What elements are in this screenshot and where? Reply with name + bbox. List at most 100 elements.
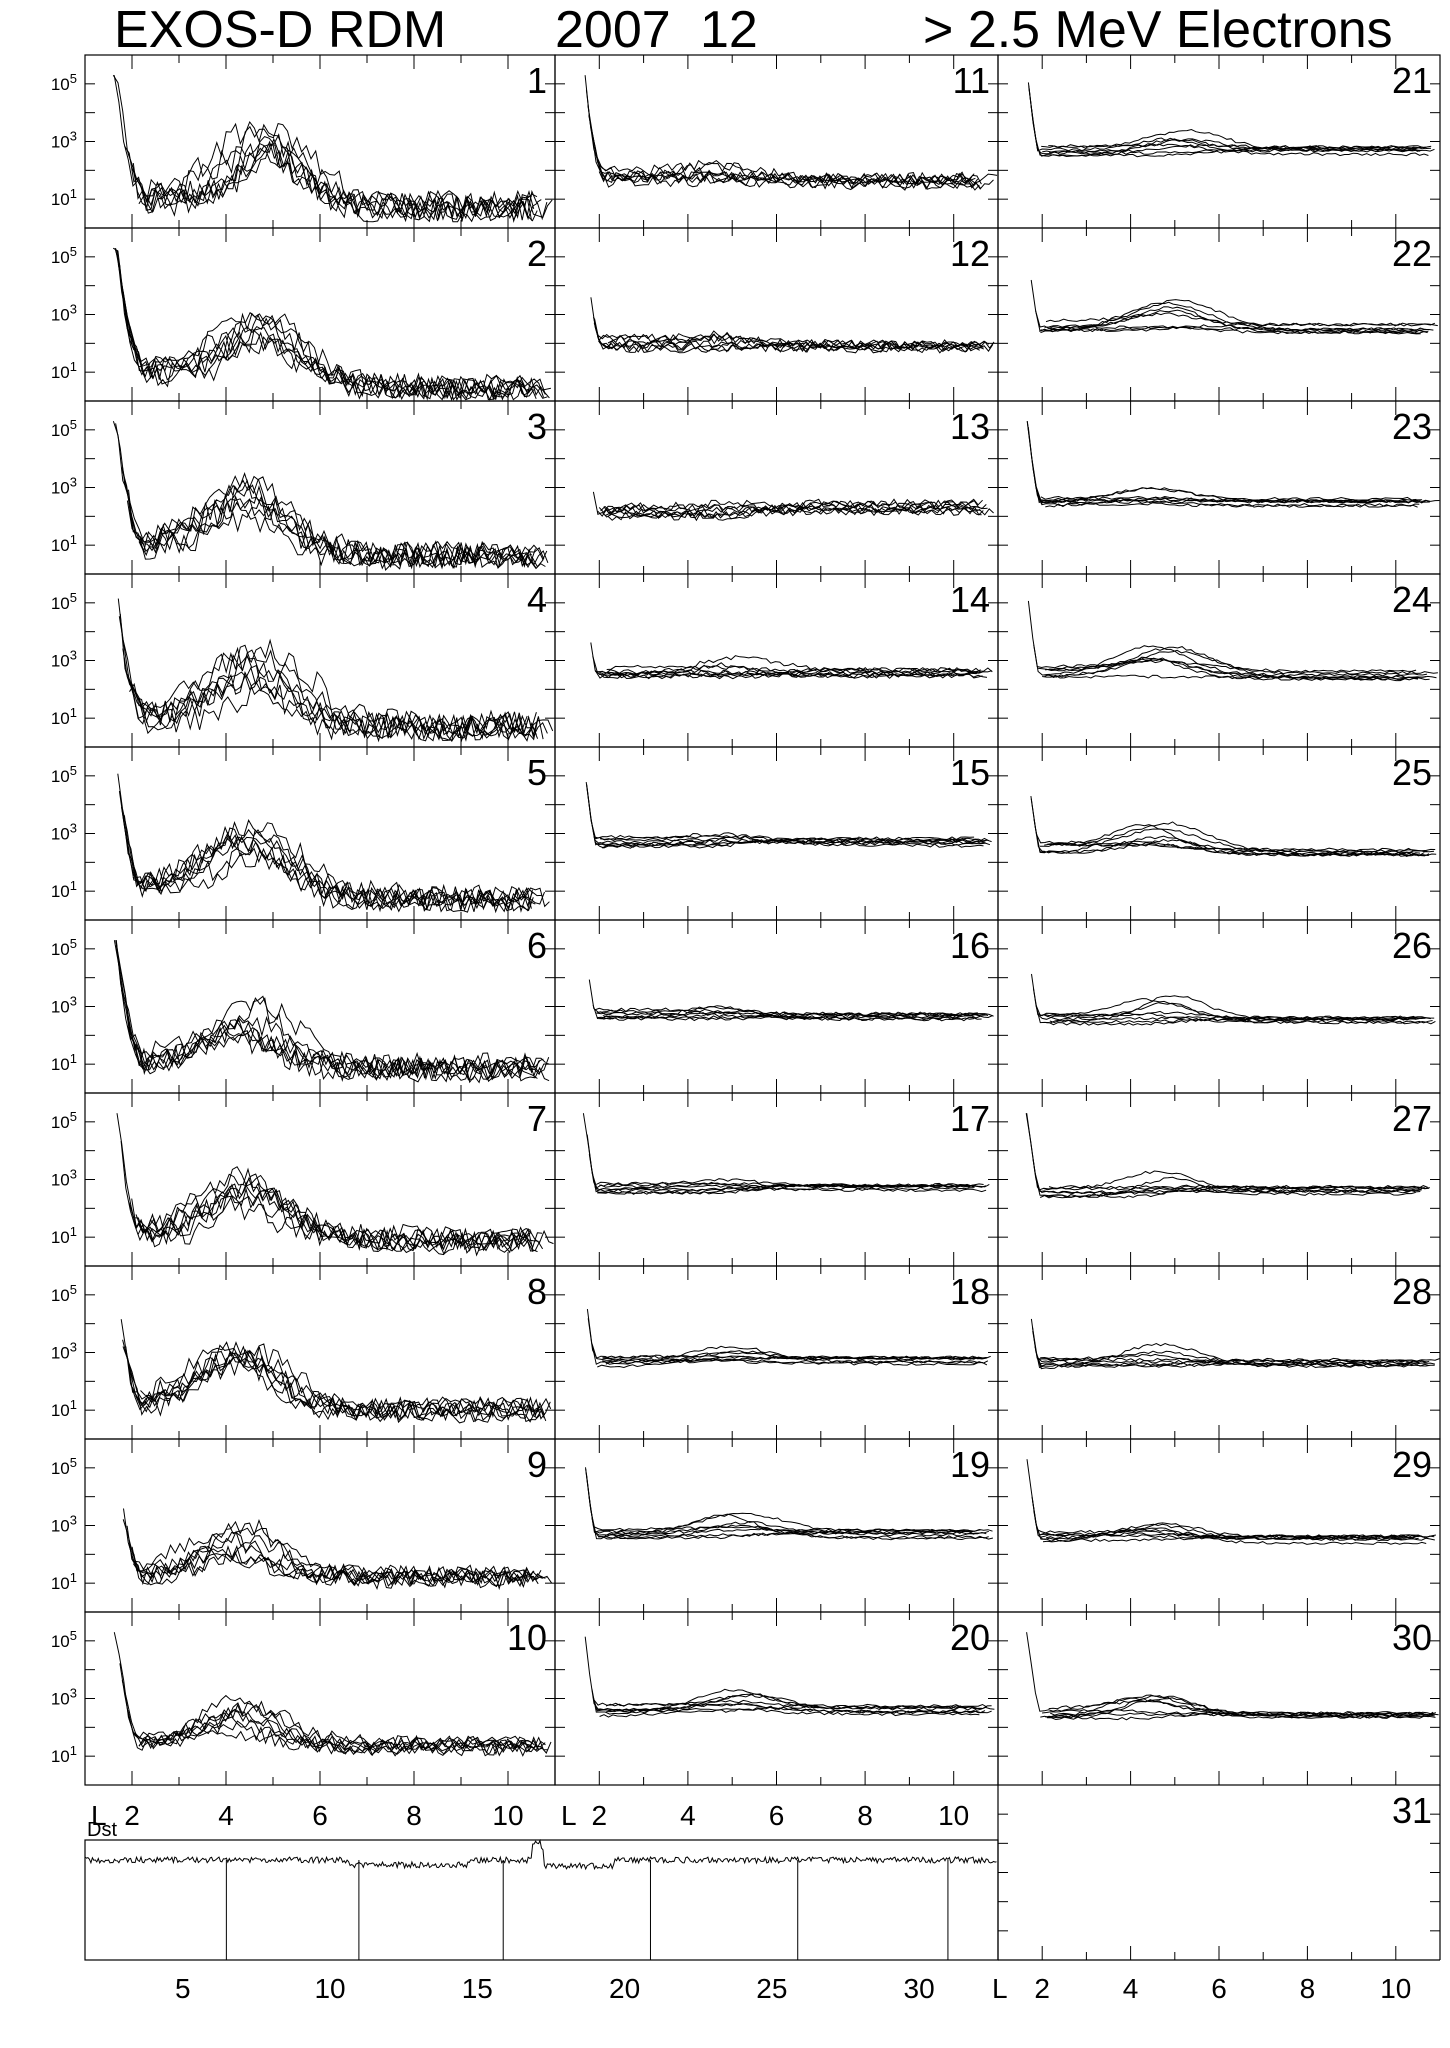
panel-day-label: 20 <box>950 1617 990 1658</box>
flux-curve-day-26 <box>1032 988 1423 1021</box>
panel-frame <box>554 573 999 748</box>
y-tick-label: 105 <box>51 1109 77 1132</box>
y-tick-label: 101 <box>51 1397 77 1420</box>
flux-curve-day-21 <box>1048 143 1429 157</box>
flux-curve-day-10 <box>119 1663 539 1756</box>
flux-curve-day-15 <box>586 784 986 845</box>
flux-curve-day-23 <box>1045 496 1430 508</box>
flux-curve-day-8 <box>125 1346 540 1424</box>
flux-curve-day-5 <box>122 814 542 910</box>
panel-day-19: 19 <box>554 1438 999 1613</box>
flux-curve-day-16 <box>588 979 989 1017</box>
dst-curve <box>84 1838 997 1871</box>
flux-curve-day-3 <box>138 495 549 570</box>
flux-curve-day-12 <box>607 335 990 349</box>
flux-curve-day-9 <box>123 1508 529 1585</box>
panel-frame <box>84 1092 556 1267</box>
x-tick-label: 10 <box>938 1800 969 1831</box>
flux-curve-day-27 <box>1025 1113 1420 1193</box>
flux-curve-day-2 <box>117 263 533 400</box>
panel-day-25: 25 <box>997 746 1441 921</box>
y-tick-label: 103 <box>51 129 77 152</box>
flux-curve-day-26 <box>1049 1010 1435 1021</box>
panel-day-label: 31 <box>1392 1790 1432 1831</box>
flux-curve-day-13 <box>607 500 980 522</box>
x-tick-label: 8 <box>857 1800 873 1831</box>
panel-day-30: 30 <box>997 1611 1441 1786</box>
flux-curve-day-21 <box>1028 86 1432 152</box>
panel-day-label: 4 <box>527 579 547 620</box>
panel-frame <box>997 1611 1441 1786</box>
y-tick-label: 103 <box>51 1167 77 1190</box>
panel-day-label: 8 <box>527 1271 547 1312</box>
flux-curve-day-4 <box>128 638 539 737</box>
y-tick-label: 103 <box>51 648 77 671</box>
x-tick-label: 10 <box>1380 1973 1411 2004</box>
panel-day-3: 105 103 101 3 <box>51 400 556 575</box>
flux-curve-day-19 <box>585 1469 989 1538</box>
flux-curve-day-22 <box>1030 279 1430 332</box>
flux-curve-day-15 <box>593 834 984 848</box>
flux-curve-day-28 <box>1032 1327 1435 1370</box>
flux-curve-day-7 <box>137 1183 543 1254</box>
flux-curve-day-29 <box>1042 1523 1419 1543</box>
flux-curve-day-30 <box>1042 1697 1436 1719</box>
dst-tick-label: 10 <box>314 1973 345 2004</box>
flux-curve-day-1 <box>112 74 533 222</box>
flux-curve-day-19 <box>588 1495 975 1537</box>
flux-curve-day-6 <box>115 944 531 1081</box>
y-tick-label: 101 <box>51 878 77 901</box>
panel-frame <box>554 400 999 575</box>
flux-curve-day-17 <box>586 1134 987 1193</box>
y-tick-label: 105 <box>51 244 77 267</box>
dst-frame <box>84 1839 999 1961</box>
panel-day-31: 31 L 2 4 6 8 10 <box>992 1785 1441 2004</box>
flux-curve-day-21 <box>1042 138 1432 153</box>
panel-day-11: 11 <box>554 54 999 229</box>
flux-curve-day-28 <box>1034 1346 1420 1369</box>
flux-curve-day-24 <box>1045 646 1430 681</box>
dst-panel: Dst 5 10 15 20 25 30 <box>84 1819 999 2004</box>
panel-day-label: 16 <box>950 925 990 966</box>
panel-frame <box>84 1611 556 1786</box>
panel-day-13: 13 <box>554 400 999 575</box>
flux-curve-day-24 <box>1044 649 1438 678</box>
instrument-title: EXOS-D RDM <box>114 1 447 59</box>
panel-day-label: 24 <box>1392 579 1432 620</box>
y-tick-label: 103 <box>51 1513 77 1536</box>
panel-day-label: 5 <box>527 752 547 793</box>
panel-frame <box>554 1265 999 1440</box>
flux-curve-day-11 <box>585 89 982 190</box>
panel-day-14: 14 <box>554 573 999 748</box>
flux-curve-day-28 <box>1038 1357 1419 1367</box>
y-tick-label: 103 <box>51 475 77 498</box>
flux-curve-day-19 <box>598 1520 993 1540</box>
panel-day-20: 20 <box>554 1611 999 1786</box>
flux-curve-day-17 <box>582 1113 978 1189</box>
flux-curve-day-6 <box>113 940 538 1082</box>
x-tick-label: 8 <box>1300 1973 1316 2004</box>
x-tick-label: 6 <box>312 1800 328 1831</box>
panel-frame <box>554 1438 999 1613</box>
y-tick-label: 101 <box>51 1570 77 1593</box>
flux-curve-day-4 <box>127 671 537 738</box>
flux-curve-day-5 <box>130 827 536 910</box>
y-tick-label: 101 <box>51 705 77 728</box>
panel-day-1: 105 103 101 1 <box>51 54 556 229</box>
y-tick-label: 105 <box>51 1455 77 1478</box>
panel-frame <box>997 227 1441 402</box>
y-tick-label: 103 <box>51 1686 77 1709</box>
flux-curve-day-2 <box>116 250 550 401</box>
panel-day-label: 23 <box>1392 406 1432 447</box>
panel-day-label: 30 <box>1392 1617 1432 1658</box>
panel-frame <box>84 1265 556 1440</box>
panel-day-label: 14 <box>950 579 990 620</box>
flux-curve-day-26 <box>1035 1005 1417 1026</box>
y-tick-label: 103 <box>51 821 77 844</box>
flux-curve-day-25 <box>1044 842 1429 857</box>
panel-day-6: 105 103 101 6 <box>51 919 556 1094</box>
flux-curve-day-2 <box>122 291 551 401</box>
y-tick-label: 101 <box>51 1051 77 1074</box>
panel-frame <box>997 919 1441 1094</box>
dst-label: Dst <box>87 1819 117 1841</box>
